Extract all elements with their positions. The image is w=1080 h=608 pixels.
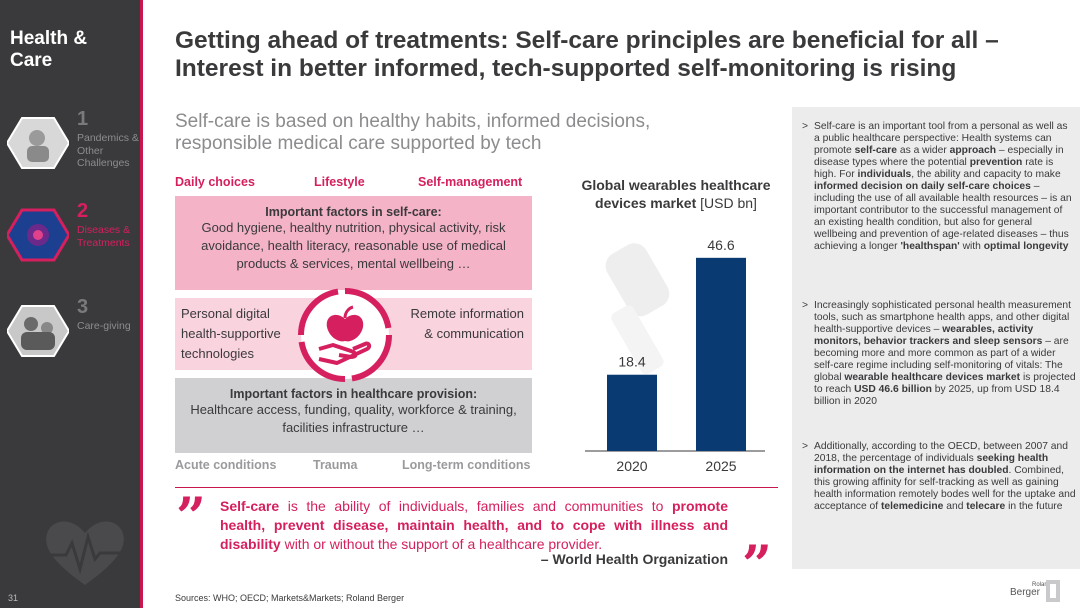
page-number: 31 [8,593,19,603]
bar-value-label: 18.4 [618,354,645,370]
svg-text:Berger: Berger [1010,587,1041,598]
heart-pulse-icon [44,521,126,585]
sidebar-item-label: Care-giving [77,320,131,332]
sidebar-item-pandemics[interactable]: 1 Pandemics & Other Challenges [5,108,140,178]
self-care-factors-box: Important factors in self-care: Good hyg… [175,196,532,290]
diseases-thumbnail-icon [7,208,69,262]
category-label: 2025 [705,458,736,474]
remote-communication-label: Remote information & communication [410,306,524,341]
page-title: Getting ahead of treatments: Self-care p… [175,27,1065,83]
quote-source: – World Health Organization [540,551,728,567]
chart-title-bold: Global wearables healthcare devices mark… [581,177,771,211]
who-quote: Self-care is the ability of individuals,… [220,498,728,552]
svg-text:Roland: Roland [1032,582,1051,588]
chart-title-unit: [USD bn] [700,195,757,211]
wearables-bar-chart: 18.4 2020 46.6 2025 [585,237,765,474]
sidebar-item-diseases[interactable]: 2 Diseases & Treatments [5,200,140,270]
bar-2025 [696,257,746,451]
quote-close-icon: ” [742,535,772,596]
smartwatch-background-image [605,243,670,375]
bullet-text: Increasingly sophisticated personal heal… [814,300,1076,407]
bar-value-label: 46.6 [707,237,734,253]
label-long-term-conditions: Long-term conditions [402,458,531,472]
provision-heading: Important factors in healthcare provisio… [229,387,478,401]
label-acute-conditions: Acute conditions [175,458,277,472]
title-line-1: Getting ahead of treatments: Self-care p… [175,27,999,54]
quote-open-icon: ” [176,487,206,548]
caregiving-thumbnail-icon [7,305,69,357]
bullet-text: Self-care is an important tool from a pe… [814,121,1072,252]
self-care-body: Good hygiene, healthy nutrition, physica… [201,220,506,271]
bar-2020 [607,374,657,451]
subtitle-line-1: Self-care is based on healthy habits, in… [175,111,651,132]
title-line-2: Interest in better informed, tech-suppor… [175,55,957,82]
provision-body: Healthcare access, funding, quality, wor… [190,402,517,435]
sidebar-item-number: 3 [77,296,89,318]
right-info-panel: > Self-care is an important tool from a p… [792,107,1080,569]
self-care-heading: Important factors in self-care: [265,205,442,219]
label-trauma: Trauma [313,458,358,472]
bullet-3: > Additionally, according to the OECD, be… [802,441,1076,512]
label-lifestyle: Lifestyle [314,175,365,189]
bullet-1: > Self-care is an important tool from a p… [802,121,1072,252]
sidebar-item-caregiving[interactable]: 3 Care-giving [5,296,140,366]
bullet-text: Additionally, according to the OECD, bet… [814,441,1076,512]
label-daily-choices: Daily choices [175,175,255,189]
subtitle: Self-care is based on healthy habits, in… [175,111,695,155]
sidebar-item-label: Diseases & Treatments [77,224,131,249]
personal-digital-tech-label: Personal digital health-supportive techn… [181,306,281,361]
roland-berger-logo: Roland Berger [1010,580,1060,602]
divider [175,487,778,488]
pandemics-thumbnail-icon [7,117,69,169]
sidebar-item-label: Pandemics & Other Challenges [77,132,139,169]
sidebar-item-number: 2 [77,200,89,222]
chart-title: Global wearables healthcare devices mark… [565,176,787,212]
sources-footnote: Sources: WHO; OECD; Markets&Markets; Rol… [175,593,405,603]
sidebar-title: Health & Care [10,28,88,71]
sidebar: Health & Care 1 Pandemics & Other Challe… [0,0,143,608]
bullet-2: > Increasingly sophisticated personal hea… [802,300,1076,407]
hand-apple-icon [298,288,392,382]
category-label: 2020 [616,458,647,474]
label-self-management: Self-management [418,175,523,189]
healthcare-provision-box: Important factors in healthcare provisio… [175,378,532,453]
sidebar-item-number: 1 [77,108,89,130]
subtitle-line-2: responsible medical care supported by te… [175,133,542,154]
